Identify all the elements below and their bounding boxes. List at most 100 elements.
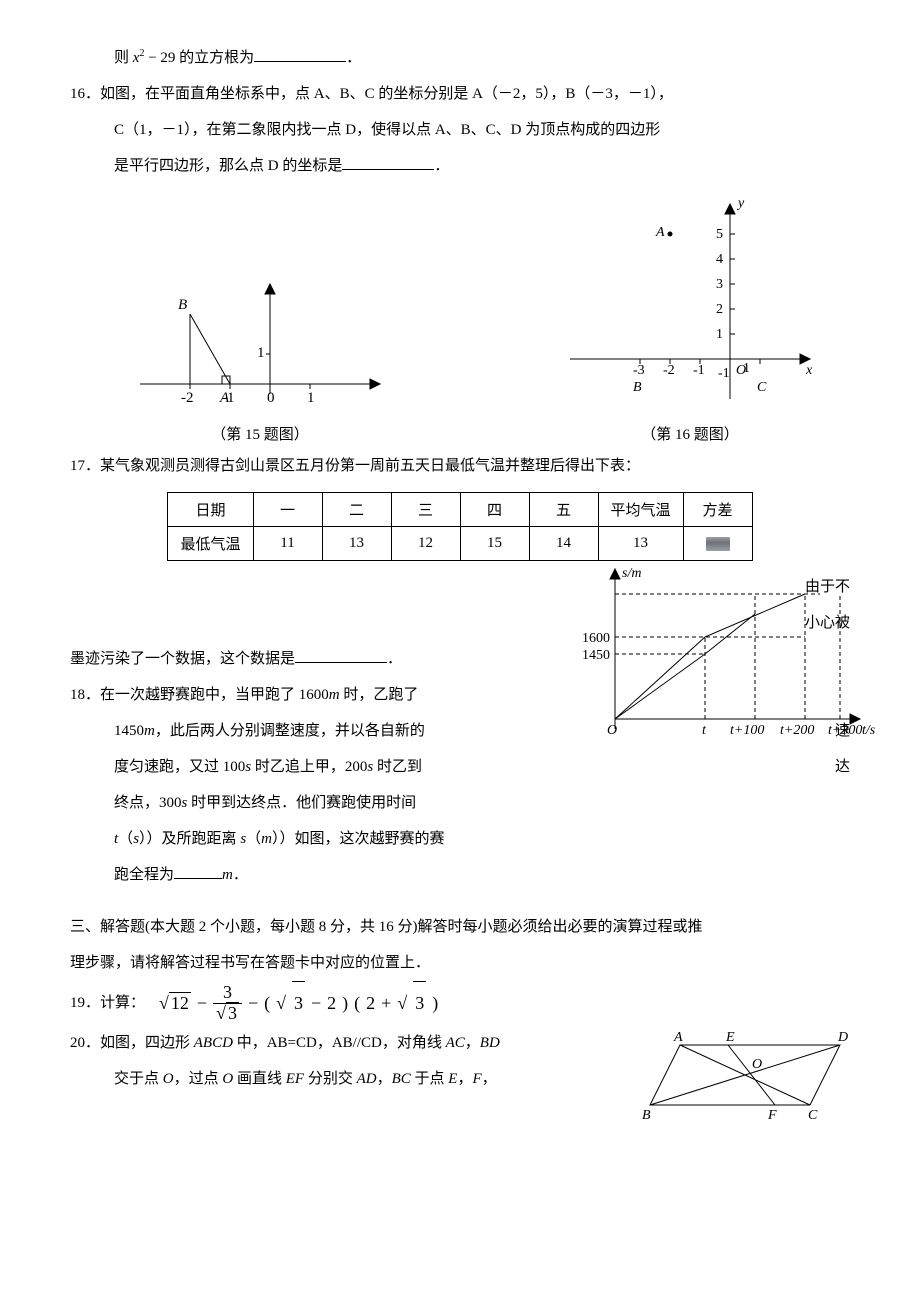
svg-text:-3: -3 [633,363,645,378]
fig16-svg: y x O 5 4 3 2 1 -3 -2 -1 1 -1 A [560,194,820,414]
q18-lp2: （ [246,831,261,847]
q18-m2: m [144,723,155,739]
q16-l1: 16．如图，在平面直角坐标系中，点 A、B、C 的坐标分别是 A（－2，5），B… [70,76,850,112]
fig20-A: A [673,1030,683,1045]
q15-rest: 的立方根为 [175,50,254,66]
q20-abcd: ABCD [194,1035,233,1051]
fig20-E: E [725,1030,735,1045]
smudge-icon [706,537,730,551]
exam-page: 则 x2 − 29 的立方根为． 16．如图，在平面直角坐标系中，点 A、B、C… [0,0,920,1302]
q18-l5: t（s））及所跑距离 s（m））如图，这次越野赛的赛 [70,821,850,857]
fig18-t300: t+300 [828,723,862,738]
sec3-l2: 理步骤，请将解答过程书写在答题卡中对应的位置上． [70,945,850,981]
fig16: y x O 5 4 3 2 1 -3 -2 -1 1 -1 A [560,194,820,444]
svg-text:-2: -2 [181,390,194,406]
q16-blank [342,154,434,170]
fig20-C: C [808,1108,818,1123]
svg-text:-1: -1 [222,390,235,406]
q20-wrap: A E D B F C O 20．如图，四边形 ABCD 中，AB=CD，AB/… [70,1025,850,1097]
q20-bc: BC [392,1071,411,1087]
fig15: B A -2 -1 0 1 1 （第 15 题图） [130,274,390,444]
fig-row-15-16: B A -2 -1 0 1 1 （第 15 题图） [70,194,850,444]
q18-l6: 跑全程为m． [70,857,850,893]
q17-l2b: ． [387,651,402,667]
td: 13 [322,527,391,561]
q18-m1: m [329,687,340,703]
q18-l4: 终点，300s 时甲到达终点．他们赛跑使用时间 [70,785,850,821]
fig18-t: t [702,723,707,738]
q20-l2d: 分别交 [304,1071,357,1087]
th: 方差 [683,493,752,527]
fig18-s: s/m [622,566,641,581]
q18-l6c: ． [233,867,248,883]
fig20-F: F [767,1108,777,1123]
q15-line: 则 x2 − 29 的立方根为． [70,40,850,76]
q16-l2: C（1，－1），在第二象限内找一点 D，使得以点 A、B、C、D 为顶点构成的四… [70,112,850,148]
q20-c2: ， [377,1071,392,1087]
q18-l3tail: 达 [835,749,850,785]
q18-l1b: 时，乙跑了 [340,687,419,703]
q16-l3: 是平行四边形，那么点 D 的坐标是． [70,148,850,184]
fig18-1450: 1450 [582,648,610,663]
rp1: ) [342,982,348,1025]
q15-minus: − 29 [144,50,175,66]
td: 12 [391,527,460,561]
rp2: ) [432,982,438,1025]
q18-l6a: 跑全程为 [114,867,174,883]
q20-ad: AD [357,1071,377,1087]
q20-l1b: 中，AB=CD，AB//CD，对角线 [233,1035,446,1051]
q18-l3a: 度匀速跑，又过 100 [114,759,245,775]
td: 15 [460,527,529,561]
fig18-ts: t/s [862,723,876,738]
q20-c3: ， [457,1071,472,1087]
td: 11 [253,527,322,561]
q18-lp1: （ [118,831,133,847]
q19: 19．计算： √12 − 3 √3 − (√3 − 2) (2 + √3) [70,981,850,1025]
q18-l4a: 终点，300 [114,795,182,811]
q15-blank [254,46,346,62]
sqrt3b: 3 [292,981,305,1025]
svg-text:0: 0 [267,390,275,406]
q20-o2: O [222,1071,233,1087]
lp2: ( [354,982,360,1025]
sec3-l1: 三、解答题(本大题 2 个小题，每小题 8 分，共 16 分)解答时每小题必须给… [70,909,850,945]
q18-rp1: ） [139,831,147,847]
fig18-t200: t+200 [780,723,814,738]
frac: 3 √3 [213,983,242,1024]
th: 三 [391,493,460,527]
th: 日期 [168,493,253,527]
minus1: − [197,982,207,1025]
fig15-svg: B A -2 -1 0 1 1 [130,274,390,414]
td: 13 [598,527,683,561]
svg-text:-1: -1 [718,366,730,381]
q18-rp2: ） [272,831,280,847]
q18-l5c: ）及所跑距离 [147,831,241,847]
q20-ac: AC [446,1035,465,1051]
q19-expr: √12 − 3 √3 − (√3 − 2) (2 + √3) [159,981,438,1025]
fig18: s/m 1600 1450 O t t+100 t+200 t+300 t/s [580,559,880,754]
svg-text:1: 1 [307,390,315,406]
q20-l2e: 于点 [411,1071,449,1087]
q18-l1a: 18．在一次越野赛跑中，当甲跑了 1600 [70,687,329,703]
fig16-B: B [633,380,642,395]
fig20: A E D B F C O [640,1025,850,1130]
q18-l2a: 1450 [114,723,144,739]
fig18-svg: s/m 1600 1450 O t t+100 t+200 t+300 t/s [580,559,880,749]
q20-l2a: 交于点 [114,1071,163,1087]
svg-text:4: 4 [716,252,723,267]
fig18-1600: 1600 [582,631,610,646]
th: 平均气温 [598,493,683,527]
fig20-B: B [642,1108,651,1123]
frac-num: 3 [213,983,242,1004]
fig18-t100: t+100 [730,723,764,738]
fig16-x: x [805,363,813,378]
svg-text:3: 3 [716,277,723,292]
fig16-caption: （第 16 题图） [560,423,820,444]
q20-l1a: 20．如图，四边形 [70,1035,194,1051]
fig18-O: O [607,723,617,738]
q20-l2f: ， [482,1071,497,1087]
td: 最低气温 [168,527,253,561]
fig20-O: O [752,1057,762,1072]
q15-end: ． [346,50,361,66]
q18-l3b: 时乙追上甲，200 [251,759,367,775]
